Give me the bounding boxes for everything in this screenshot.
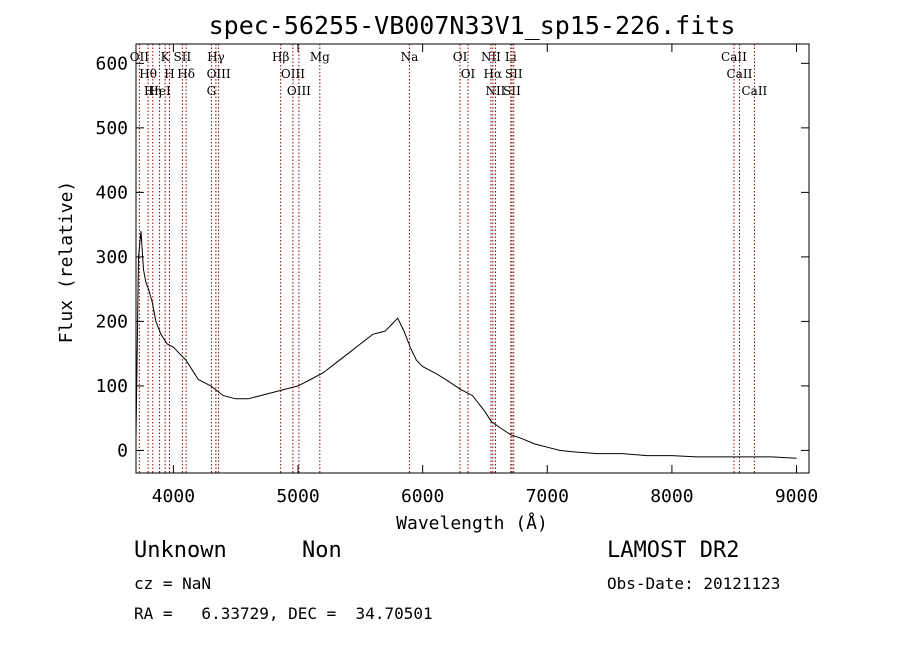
line-marker-label: Hγ	[207, 50, 225, 64]
y-tick-label: 500	[95, 118, 128, 139]
x-tick-label: 7000	[526, 486, 569, 507]
line-marker-label: OIII	[281, 67, 305, 81]
line-marker-label: H	[164, 67, 174, 81]
y-tick-label: 300	[95, 247, 128, 268]
axis-ticks: 4000 5000 6000 7000 8000 9000 0 100 200 300 400 500…	[95, 44, 818, 507]
line-marker-label: Hη	[144, 84, 162, 98]
line-marker-label: Na	[401, 50, 419, 64]
line-marker-label: OI	[461, 67, 476, 81]
object-subclass: Non	[302, 538, 342, 563]
y-tick-label: 200	[95, 311, 128, 332]
x-tick-label: 8000	[650, 486, 693, 507]
line-marker-label: Hθ	[139, 67, 157, 81]
line-marker-label: Hδ	[177, 67, 195, 81]
line-marker-label: SII	[505, 67, 523, 81]
line-marker-label: Hβ	[272, 50, 289, 64]
line-marker-label: OI	[453, 50, 468, 64]
x-tick-label: 9000	[775, 486, 818, 507]
coordinates-label: RA = 6.33729, DEC = 34.70501	[134, 604, 433, 623]
y-tick-label: 0	[117, 440, 128, 461]
line-marker-label: G	[207, 84, 217, 98]
line-marker-label: K	[161, 50, 171, 64]
line-marker-label: Mg	[310, 50, 330, 64]
obs-date-label: Obs-Date: 20121123	[607, 574, 781, 593]
x-axis-label: Wavelength (Å)	[396, 512, 548, 534]
plot-frame	[135, 43, 810, 474]
line-marker-label: CaII	[741, 84, 767, 98]
line-marker-label: CaII	[721, 50, 747, 64]
line-marker-label: OII	[130, 50, 150, 64]
line-marker-label: HeI	[148, 84, 171, 98]
line-marker-label: Li	[505, 50, 517, 64]
line-marker-label: SII	[174, 50, 192, 64]
line-marker-label: SII	[503, 84, 521, 98]
line-marker-label: NII	[485, 84, 505, 98]
object-class: Unknown	[134, 538, 227, 563]
line-marker-label: CaII	[727, 67, 753, 81]
chart-title: spec-56255-VB007N33V1_sp15-226.fits	[209, 11, 736, 40]
y-axis-label: Flux (relative)	[56, 181, 77, 344]
line-marker-label: OIII	[207, 67, 231, 81]
redshift-label: cz = NaN	[134, 574, 212, 593]
survey-label: LAMOST DR2	[607, 538, 740, 563]
x-tick-label: 4000	[152, 486, 195, 507]
x-tick-label: 5000	[276, 486, 319, 507]
line-marker-label: NII	[481, 50, 501, 64]
line-marker-label: OIII	[287, 84, 311, 98]
y-tick-label: 600	[95, 53, 128, 74]
x-tick-label: 6000	[401, 486, 444, 507]
spectrum-line	[135, 231, 797, 459]
y-tick-label: 400	[95, 182, 128, 203]
line-marker-label: Hα	[484, 67, 503, 81]
y-tick-label: 100	[95, 376, 128, 397]
